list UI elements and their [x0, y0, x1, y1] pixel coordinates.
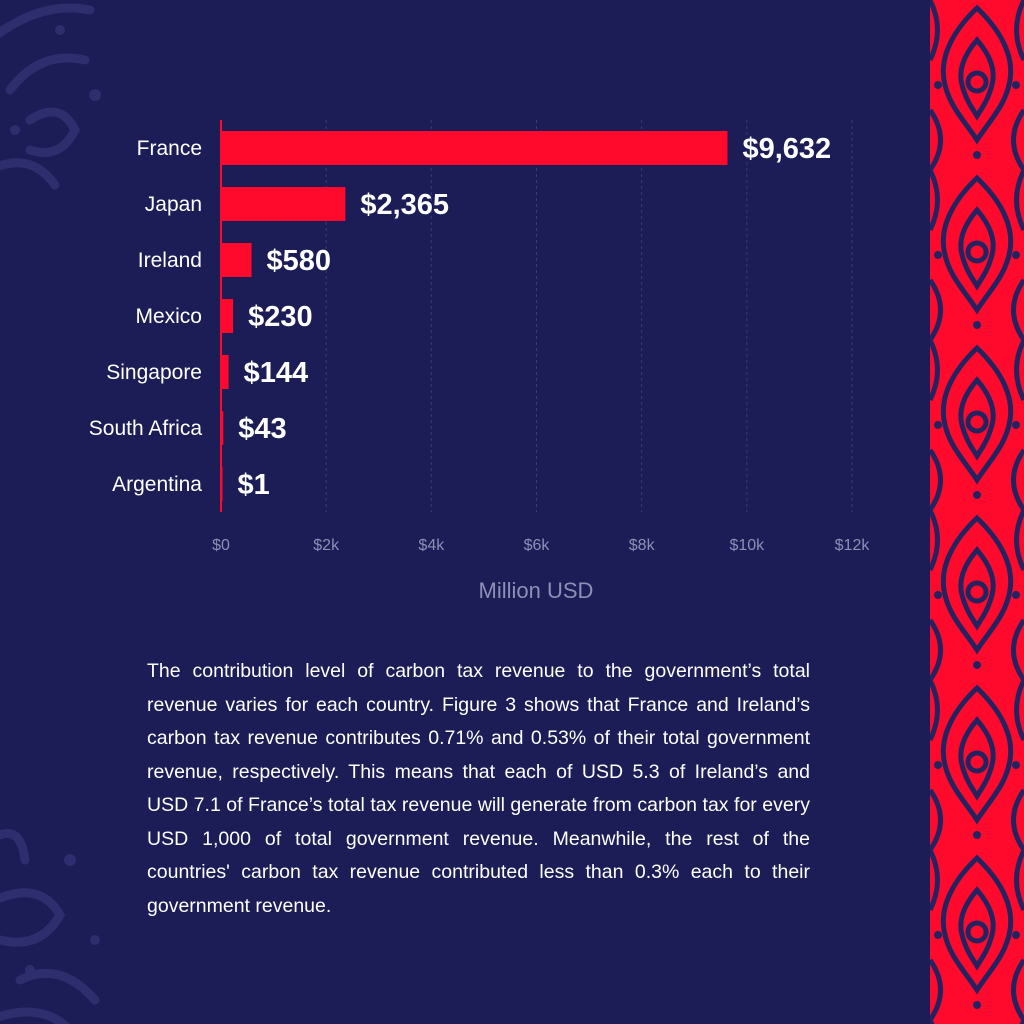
category-label: Japan — [145, 193, 202, 216]
category-label: South Africa — [89, 417, 203, 440]
category-label: Mexico — [135, 305, 202, 328]
category-label: France — [137, 137, 202, 160]
bar-japan — [221, 187, 346, 221]
bar-france — [221, 131, 728, 165]
x-tick-label: $6k — [524, 537, 551, 554]
corner-ornament-top — [0, 3, 101, 190]
value-label: $1 — [238, 469, 270, 501]
value-label: $2,365 — [360, 189, 449, 221]
corner-ornament-bottom — [0, 828, 100, 1024]
ornament-pattern-strip — [930, 0, 1024, 1024]
x-tick-label: $10k — [729, 537, 765, 554]
x-tick-label: $12k — [835, 537, 871, 554]
bar-chart: France Japan Ireland Mexico Singapore South A… — [89, 120, 870, 603]
grid-lines — [325, 120, 853, 512]
category-label: Argentina — [112, 473, 202, 496]
x-axis-ticks: $0 $2k $4k $6k $8k $10k $12k — [212, 537, 870, 554]
value-label: $144 — [244, 357, 309, 389]
category-label: Singapore — [106, 361, 202, 384]
value-label: $43 — [238, 413, 286, 445]
description-paragraph: The contribution level of carbon tax rev… — [147, 660, 810, 917]
x-tick-label: $0 — [212, 537, 230, 554]
category-label: Ireland — [138, 249, 202, 272]
x-axis-title: Million USD — [479, 578, 594, 603]
value-labels: $9,632 $2,365 $580 $230 $144 $43 $1 — [238, 133, 832, 501]
x-tick-label: $2k — [313, 537, 340, 554]
value-label: $9,632 — [742, 133, 831, 165]
bar-singapore — [221, 355, 229, 389]
bar-mexico — [221, 299, 234, 333]
bar-ireland — [221, 243, 252, 277]
value-label: $580 — [266, 245, 331, 277]
x-tick-label: $8k — [629, 537, 656, 554]
x-tick-label: $4k — [418, 537, 445, 554]
bar-south-africa — [221, 411, 224, 445]
value-label: $230 — [248, 301, 313, 333]
bars — [221, 131, 728, 501]
category-labels: France Japan Ireland Mexico Singapore South A… — [89, 137, 203, 496]
